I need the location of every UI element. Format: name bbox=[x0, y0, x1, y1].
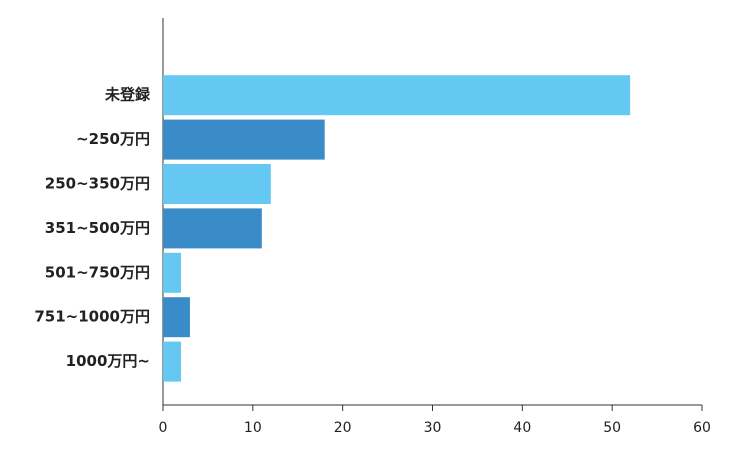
bar bbox=[163, 252, 181, 293]
x-tick-label: 30 bbox=[424, 420, 442, 436]
y-tick-label: ~250万円 bbox=[76, 130, 150, 148]
y-tick-label: 未登録 bbox=[104, 86, 151, 104]
x-tick-label: 40 bbox=[513, 420, 531, 436]
x-tick-label: 0 bbox=[159, 420, 168, 436]
x-tick-label: 10 bbox=[244, 420, 262, 436]
bar bbox=[163, 208, 262, 249]
x-tick-label: 20 bbox=[334, 420, 352, 436]
y-tick-label: 751~1000万円 bbox=[34, 308, 150, 326]
x-tick-label: 60 bbox=[693, 420, 711, 436]
bar bbox=[163, 119, 325, 160]
y-tick-label: 250~350万円 bbox=[45, 175, 150, 193]
bar bbox=[163, 164, 271, 204]
y-tick-label: 351~500万円 bbox=[45, 219, 150, 237]
y-tick-label: 1000万円~ bbox=[66, 352, 150, 370]
bar bbox=[163, 341, 181, 382]
bar bbox=[163, 75, 631, 116]
y-tick-label: 501~750万円 bbox=[45, 263, 150, 281]
x-tick-label: 50 bbox=[603, 420, 621, 436]
bar bbox=[163, 297, 190, 338]
